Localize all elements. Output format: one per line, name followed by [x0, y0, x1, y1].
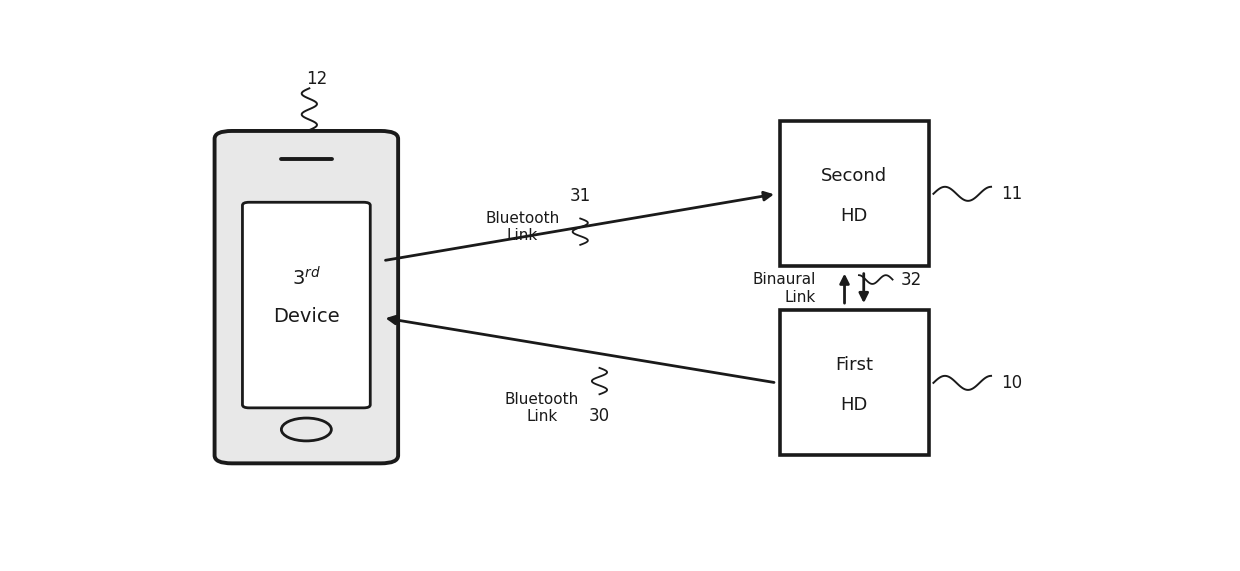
Text: Bluetooth
Link: Bluetooth Link [485, 211, 559, 243]
Text: 32: 32 [900, 271, 921, 288]
Text: 12: 12 [306, 70, 327, 89]
Text: First: First [835, 356, 873, 375]
FancyBboxPatch shape [243, 202, 371, 408]
Text: HD: HD [841, 396, 868, 413]
Circle shape [281, 418, 331, 441]
Text: HD: HD [841, 207, 868, 224]
Text: Bluetooth
Link: Bluetooth Link [505, 392, 579, 424]
Bar [780, 121, 929, 266]
Text: 11: 11 [1001, 185, 1022, 203]
Text: Second: Second [821, 167, 887, 186]
Text: 10: 10 [1001, 374, 1022, 392]
Text: 30: 30 [589, 408, 610, 425]
Bar [780, 311, 929, 456]
Text: 3$^{rd}$: 3$^{rd}$ [291, 267, 321, 289]
Text: Binaural
Link: Binaural Link [753, 272, 816, 304]
Text: 31: 31 [569, 187, 591, 206]
Text: Device: Device [273, 307, 340, 325]
FancyBboxPatch shape [215, 131, 398, 463]
